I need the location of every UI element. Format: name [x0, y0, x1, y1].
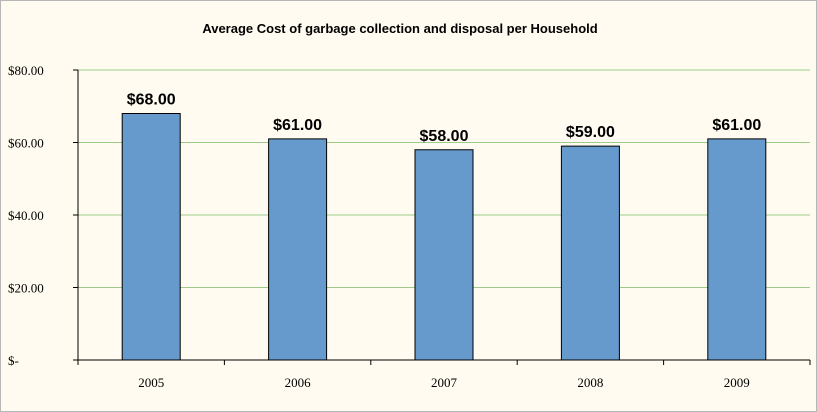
data-label-2009: $61.00 [712, 117, 761, 134]
data-label-2008: $59.00 [566, 124, 615, 141]
axes [73, 69, 811, 365]
bar-2008 [560, 145, 620, 361]
x-tick-label-2005: 2005 [138, 375, 164, 390]
bar-2009 [707, 138, 767, 361]
y-tick-label-0: $- [8, 353, 19, 368]
y-tick-label-40: $40.00 [8, 208, 44, 223]
chart-title: Average Cost of garbage collection and d… [202, 21, 597, 36]
data-label-2005: $68.00 [127, 92, 176, 109]
bars [121, 113, 767, 361]
x-tick-label-2008: 2008 [577, 375, 603, 390]
bar-2006 [268, 138, 328, 361]
y-tick-label-80: $80.00 [8, 63, 44, 78]
y-tick-label-20: $20.00 [8, 281, 44, 296]
x-tick-label-2006: 2006 [285, 375, 312, 390]
data-label-2007: $58.00 [420, 128, 469, 145]
y-tick-label-60: $60.00 [8, 136, 44, 151]
bar-2005 [121, 113, 181, 361]
labels: $68.00 $61.00 $58.00 $59.00 $61.00 $- $20.00 $4… [8, 63, 761, 390]
bar-2007 [414, 149, 474, 361]
x-tick-label-2007: 2007 [431, 375, 458, 390]
data-label-2006: $61.00 [273, 117, 322, 134]
x-tick-label-2009: 2009 [724, 375, 750, 390]
